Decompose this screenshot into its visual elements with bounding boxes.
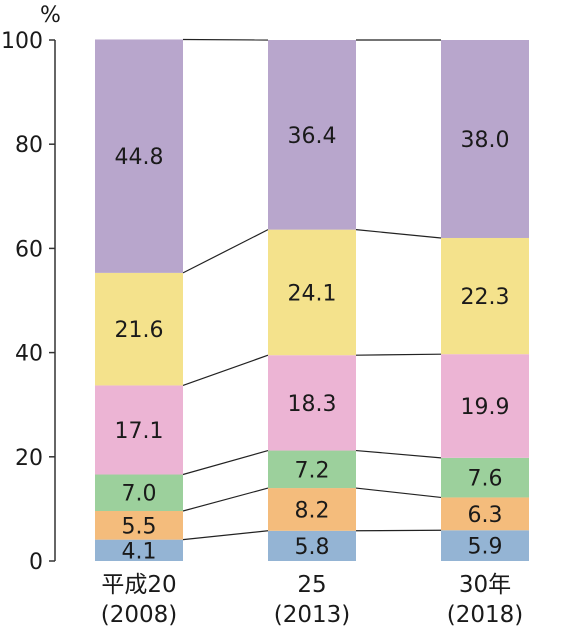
bar-segment-0-1 [95, 510, 183, 540]
segment-value-label: 19.9 [461, 395, 510, 420]
segment-value-label: 5.8 [295, 535, 330, 560]
segment-value-label: 24.1 [288, 281, 337, 306]
bar-segment-1-1 [268, 488, 356, 531]
bar-segment-2-4 [441, 237, 529, 355]
bars [95, 39, 529, 561]
bar-segment-0-4 [95, 272, 183, 386]
category-year-label: (2013) [274, 602, 350, 628]
category-year-label: (2018) [447, 602, 523, 628]
segment-value-label: 7.2 [295, 458, 330, 483]
connector-line [182, 449, 269, 476]
segment-value-label: 38.0 [461, 128, 510, 153]
bar-segment-1-4 [268, 229, 356, 356]
y-tick-label: 20 [15, 446, 43, 471]
segment-value-label: 7.0 [122, 482, 157, 507]
unit-label: % [40, 3, 61, 28]
connector-line [355, 353, 442, 356]
bar-segment-2-0 [441, 530, 529, 561]
bar-segment-2-1 [441, 497, 529, 531]
connector-line [355, 529, 442, 532]
segment-value-label: 5.9 [468, 535, 503, 560]
y-tick-label: 80 [15, 133, 43, 158]
bar-segment-2-5 [441, 40, 529, 238]
segment-value-label: 7.6 [468, 467, 503, 492]
connector-lines [182, 38, 442, 541]
segment-value-label: 44.8 [115, 145, 164, 170]
segment-value-label: 5.5 [122, 514, 157, 539]
connector-line [182, 38, 269, 41]
category-label: 25 [297, 572, 326, 598]
segment-value-label: 4.1 [122, 539, 157, 564]
connector-line [355, 449, 442, 459]
segment-value-label: 21.6 [115, 318, 164, 343]
segment-value-label: 8.2 [295, 498, 330, 523]
segment-value-label: 18.3 [288, 392, 337, 417]
bar-segment-2-2 [441, 457, 529, 498]
connector-line [182, 354, 269, 386]
connector-line [182, 229, 269, 274]
bar-segment-1-2 [268, 450, 356, 489]
y-tick-label: 100 [1, 29, 43, 54]
connector-line [355, 487, 442, 499]
bar-segment-1-5 [268, 40, 356, 230]
category-year-label: (2008) [101, 602, 177, 628]
connector-line [355, 229, 442, 239]
bar-segment-2-3 [441, 354, 529, 458]
segment-value-label: 22.3 [461, 285, 510, 310]
segment-labels: 4.15.5 7.0 17.1 21.6 44.8 5.8 8.2 7.2 18.3 24.1 36… [115, 124, 510, 564]
connector-line [182, 487, 269, 512]
bar-segment-0-2 [95, 474, 183, 511]
bar-segment-0-3 [95, 385, 183, 475]
bar-segment-1-0 [268, 530, 356, 561]
y-tick-label: 60 [15, 237, 43, 262]
segment-value-label: 6.3 [468, 503, 503, 528]
bar-segment-1-3 [268, 355, 356, 451]
segment-value-label: 17.1 [115, 419, 164, 444]
category-label: 30年 [459, 572, 511, 598]
y-tick-label: 0 [29, 550, 43, 575]
category-label: 平成20 [101, 572, 176, 598]
segment-value-label: 36.4 [288, 124, 337, 149]
x-labels: 平成20 (2008) 25 (2013) 30年 (2018) [101, 572, 523, 628]
y-ticks: 0 20 40 60 80 100 [1, 29, 55, 575]
bar-segment-0-0 [95, 539, 183, 561]
y-tick-label: 40 [15, 342, 43, 367]
connector-line [182, 530, 269, 541]
bar-segment-0-5 [95, 39, 183, 273]
